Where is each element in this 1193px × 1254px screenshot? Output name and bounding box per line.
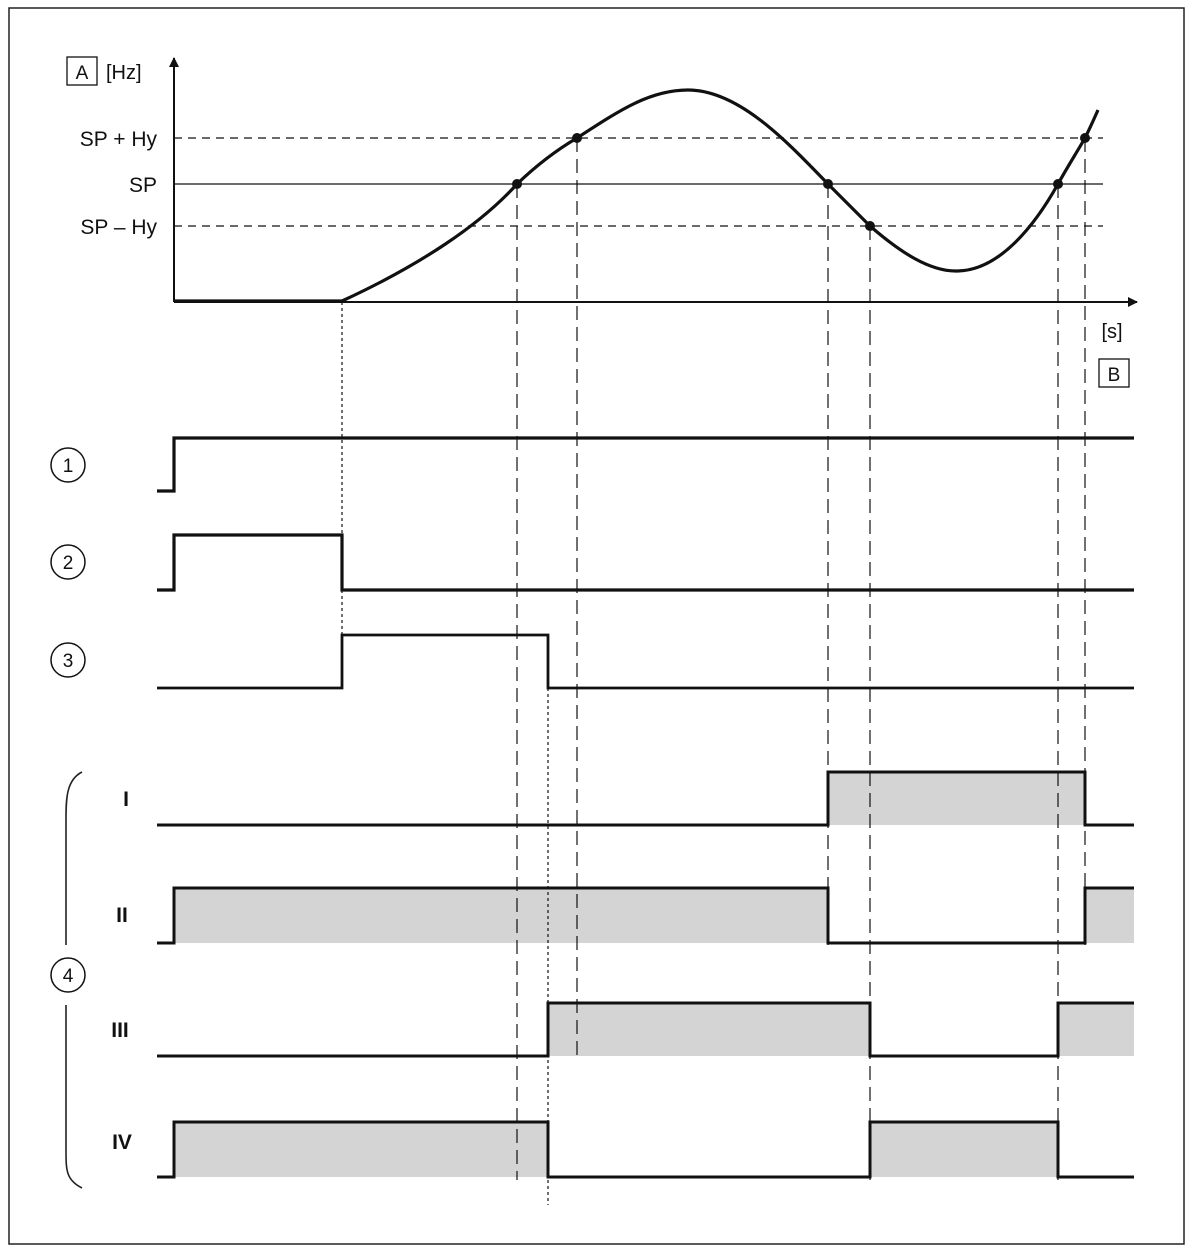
threshold-setpoint-label: SP xyxy=(129,174,157,197)
output-waveform xyxy=(157,1001,1134,1058)
signal-waveform xyxy=(157,533,1134,592)
output-waveform xyxy=(157,886,1134,945)
x-axis-unit: [s] xyxy=(1101,321,1122,343)
output-group-marker xyxy=(50,957,86,993)
y-axis-unit: [Hz] xyxy=(106,62,142,84)
y-axis-box-label: A xyxy=(76,63,89,84)
output-iv: IV xyxy=(112,1120,1134,1179)
output-label: IV xyxy=(112,1131,132,1154)
signal-2: 2 xyxy=(50,533,1134,592)
output-iv-fill xyxy=(174,1122,548,1177)
output-group: 4 xyxy=(50,771,86,1189)
output-group-bracket xyxy=(65,771,83,1189)
signal-3: 3 xyxy=(50,633,1134,690)
output-ii-fill xyxy=(1085,888,1134,943)
output-label: I xyxy=(123,788,129,811)
output-i-fill xyxy=(828,772,1085,825)
x-axis-box-label: B xyxy=(1108,365,1121,386)
output-fills xyxy=(174,772,1134,1177)
threshold-lower-label: SP – Hy xyxy=(80,216,157,239)
signal-marker-label: 2 xyxy=(63,553,74,574)
output-iii-fill xyxy=(548,1003,870,1056)
signal-marker-label: 3 xyxy=(63,651,74,672)
threshold-upper-label: SP + Hy xyxy=(80,128,158,151)
signal-marker xyxy=(50,544,86,580)
output-ii: II xyxy=(116,886,1134,945)
signal-marker xyxy=(50,447,86,483)
signal-marker-label: 1 xyxy=(63,456,74,477)
output-ii-fill xyxy=(174,888,828,943)
signal-waveform xyxy=(157,633,1134,690)
output-group-marker-label: 4 xyxy=(63,966,74,987)
output-waveform xyxy=(157,770,1134,827)
output-iii-fill xyxy=(1058,1003,1134,1056)
output-waveform xyxy=(157,1120,1134,1179)
y-axis-box xyxy=(66,56,98,86)
frequency-curve xyxy=(174,88,1100,303)
diagram-frame xyxy=(8,7,1185,1245)
signal-waveform xyxy=(157,436,1134,493)
signal-1: 1 xyxy=(50,436,1134,493)
output-label: III xyxy=(111,1019,129,1042)
signal-marker xyxy=(50,642,86,678)
frequency-graph: SP + Hy SP SP – Hy A [Hz] [s] B xyxy=(66,56,1138,388)
output-iii: III xyxy=(111,1001,1134,1058)
x-axis-box xyxy=(1098,358,1130,388)
output-iv-fill xyxy=(870,1122,1058,1177)
output-i: I xyxy=(123,770,1134,827)
output-label: II xyxy=(116,904,128,927)
